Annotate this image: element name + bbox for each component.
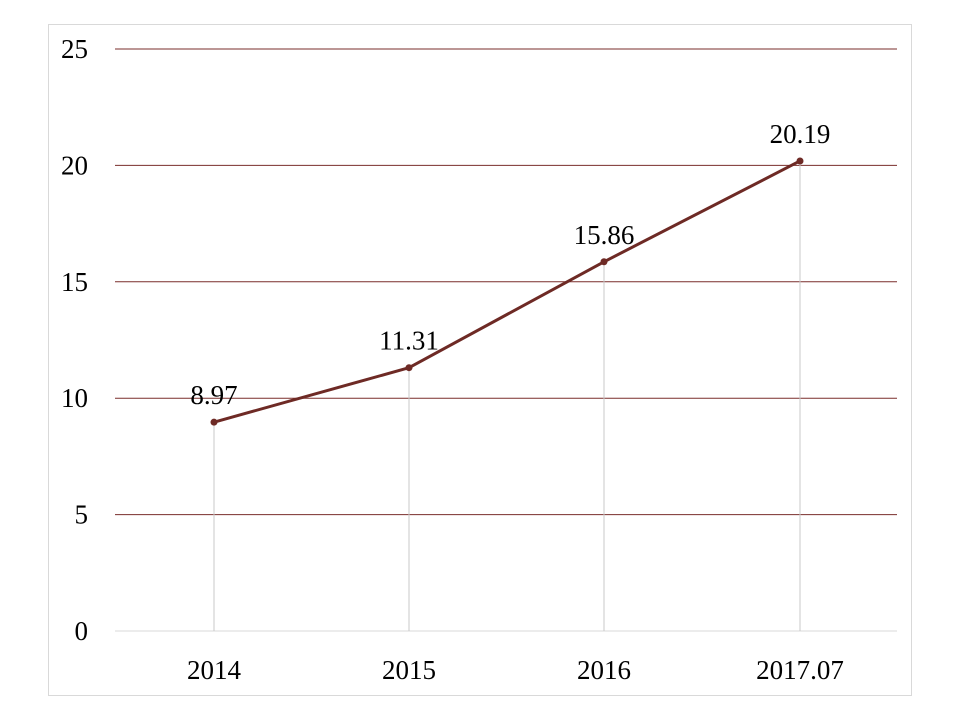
chart-frame bbox=[48, 24, 912, 696]
data-point bbox=[405, 364, 413, 372]
data-labels: 8.97 11.31 15.86 20.19 bbox=[190, 119, 830, 410]
series-line bbox=[212, 159, 802, 424]
x-tick-label: 2014 bbox=[187, 655, 242, 685]
y-axis: 0 5 10 15 20 25 bbox=[61, 34, 88, 646]
data-label: 15.86 bbox=[574, 220, 635, 250]
data-point bbox=[796, 157, 804, 165]
gridlines bbox=[115, 48, 897, 632]
x-tick-label: 2015 bbox=[382, 655, 436, 685]
data-label: 20.19 bbox=[770, 119, 831, 149]
y-tick-label: 10 bbox=[61, 383, 88, 413]
y-tick-label: 25 bbox=[61, 34, 88, 64]
data-label: 8.97 bbox=[190, 380, 237, 410]
y-tick-label: 0 bbox=[75, 616, 89, 646]
data-label: 11.31 bbox=[379, 326, 439, 356]
data-point bbox=[600, 258, 608, 266]
drop-lines bbox=[213, 160, 801, 631]
y-tick-label: 20 bbox=[61, 150, 88, 180]
x-axis: 2014 2015 2016 2017.07 bbox=[187, 655, 844, 685]
data-point bbox=[210, 418, 218, 426]
y-tick-label: 15 bbox=[61, 267, 88, 297]
y-tick-label: 5 bbox=[75, 500, 89, 530]
x-tick-label: 2016 bbox=[577, 655, 631, 685]
x-tick-label: 2017.07 bbox=[756, 655, 844, 685]
series-line-group bbox=[210, 157, 804, 426]
